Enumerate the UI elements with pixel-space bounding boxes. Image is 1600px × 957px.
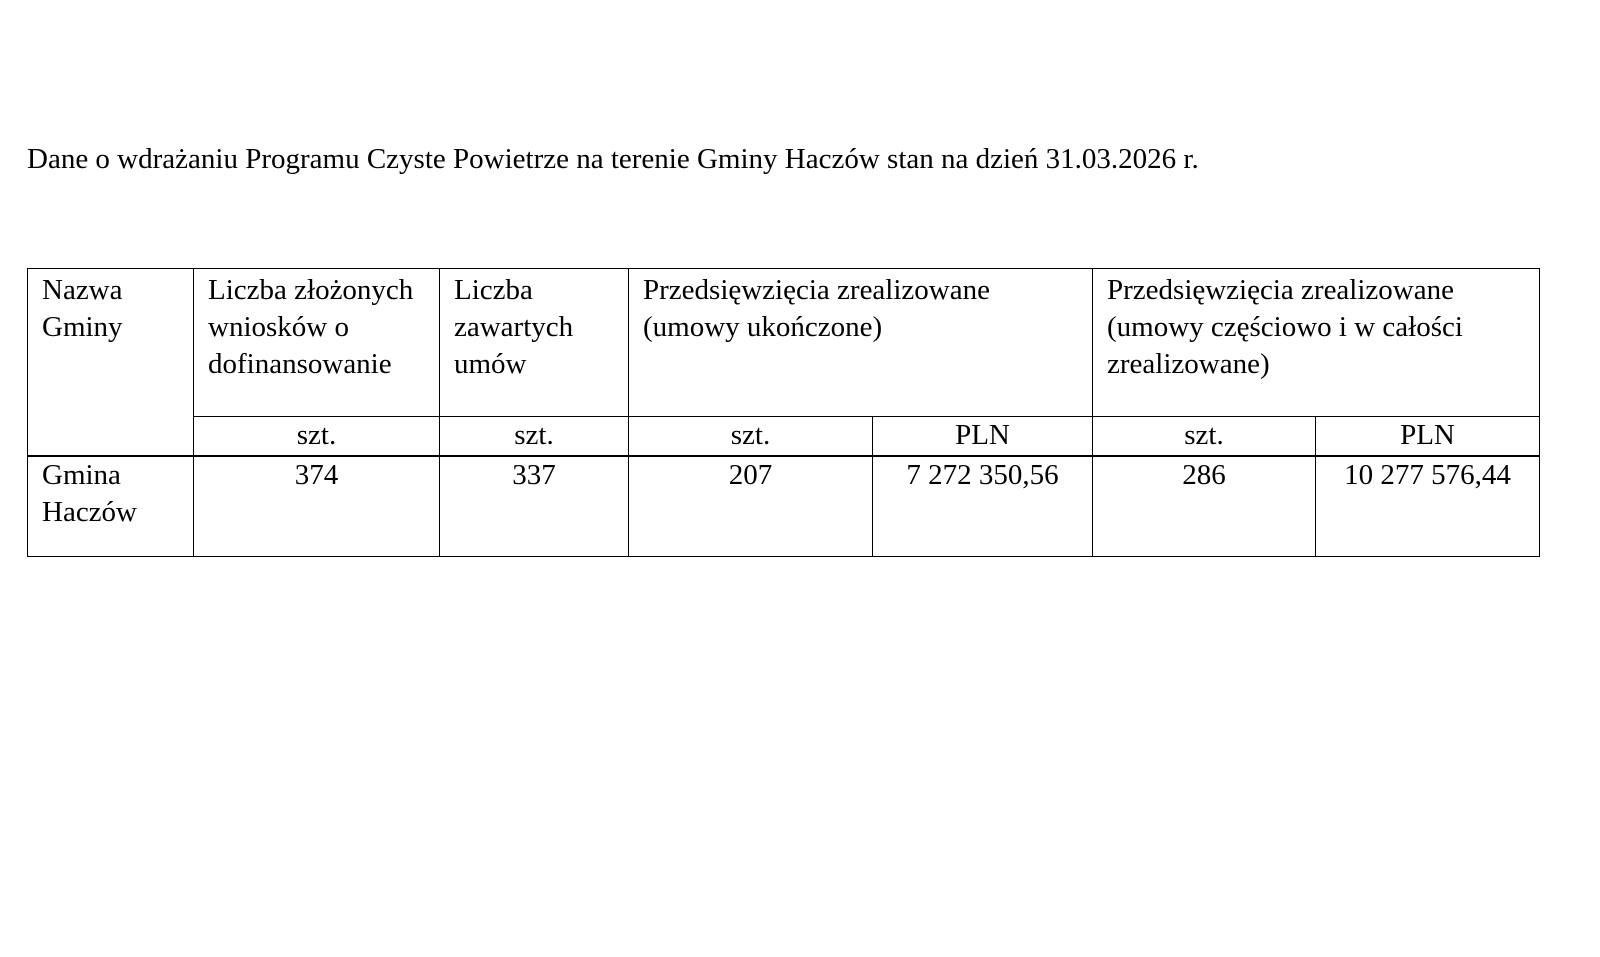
unit-cell: szt.	[1092, 416, 1316, 456]
header-wnioski: Liczba złożonych wniosków o dofinansowan…	[193, 268, 440, 417]
header-czesciowo: Przedsięwzięcia zrealizowane (umowy częś…	[1092, 268, 1540, 417]
unit-cell: PLN	[1315, 416, 1540, 456]
unit-cell: PLN	[872, 416, 1093, 456]
units-row: szt. szt. szt. PLN szt. PLN	[27, 416, 1540, 456]
cell-gmina: Gmina Haczów	[27, 455, 194, 557]
cell-value: 286	[1092, 455, 1316, 557]
cell-value: 10 277 576,44	[1315, 455, 1540, 557]
unit-cell: szt.	[193, 416, 440, 456]
unit-cell: szt.	[439, 416, 629, 456]
header-ukonczone: Przedsięwzięcia zrealizowane (umowy ukoń…	[628, 268, 1093, 417]
cell-value: 374	[193, 455, 440, 557]
table-row: Gmina Haczów 374 337 207 7 272 350,56 28…	[27, 455, 1540, 557]
cell-value: 7 272 350,56	[872, 455, 1093, 557]
cell-value: 337	[439, 455, 629, 557]
unit-cell: szt.	[628, 416, 873, 456]
document-title: Dane o wdrażaniu Programu Czyste Powietr…	[27, 143, 1199, 175]
header-umowy: Liczba zawartych umów	[439, 268, 629, 417]
header-row: Nazwa Gminy Liczba złożonych wniosków o …	[27, 268, 1540, 456]
cell-value: 207	[628, 455, 873, 557]
data-table: Nazwa Gminy Liczba złożonych wniosków o …	[27, 268, 1540, 557]
header-gmina: Nazwa Gminy	[27, 268, 194, 456]
